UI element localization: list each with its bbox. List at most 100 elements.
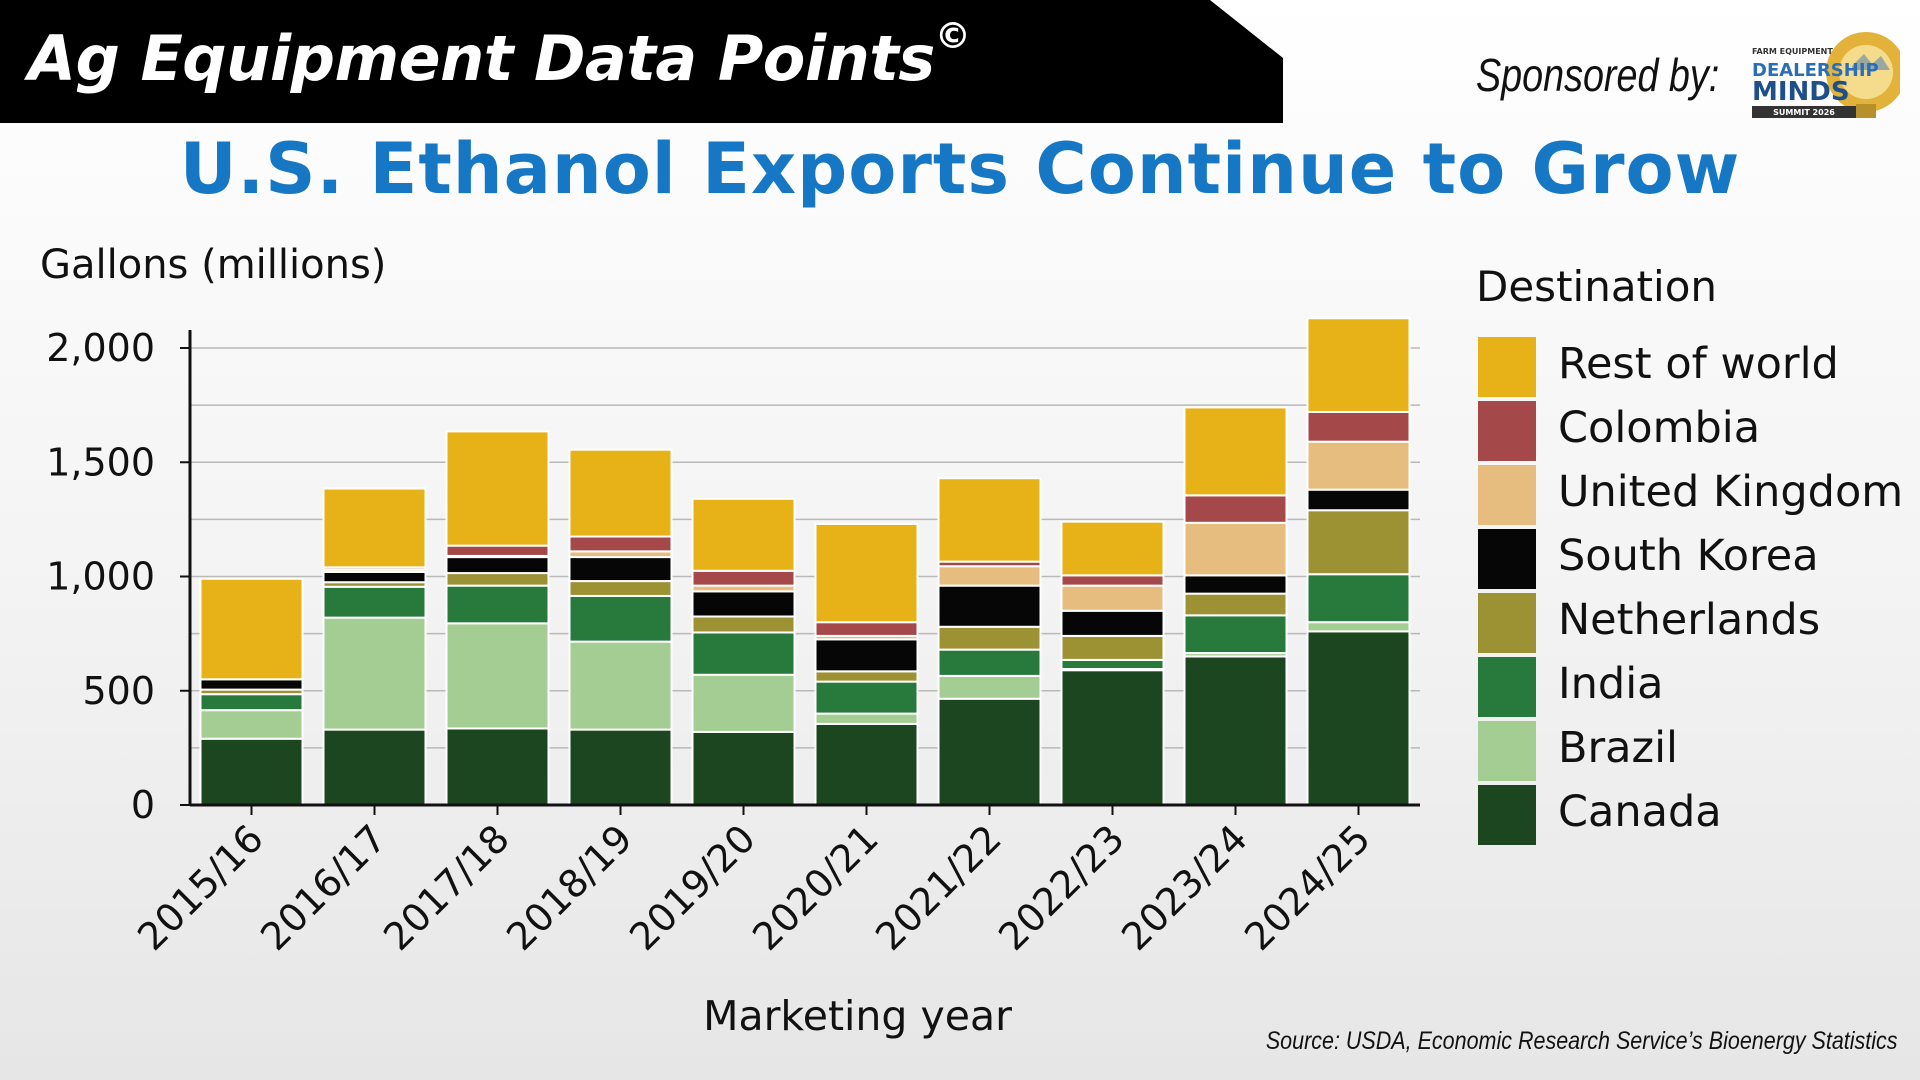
- bar-segment-rest-of-world: [1306, 317, 1411, 413]
- bar-segment-brazil: [199, 709, 304, 740]
- bar-segment-south-korea: [1306, 488, 1411, 512]
- bar-segment-south-korea: [937, 584, 1042, 628]
- bar-segment-south-korea: [322, 570, 427, 584]
- y-tick-label: 1,500: [46, 440, 155, 484]
- x-tick-label: 2023/24: [1113, 816, 1256, 959]
- bar-segment-canada: [445, 727, 550, 807]
- legend-item: United Kingdom: [1478, 465, 1903, 529]
- legend-label: Rest of world: [1558, 339, 1839, 389]
- bar-segment-brazil: [1306, 621, 1411, 633]
- x-axis-title: Marketing year: [703, 992, 1012, 1040]
- x-tick-label: 2018/19: [498, 816, 641, 959]
- bar-segment-rest-of-world: [199, 577, 304, 681]
- bar-segment-south-korea: [814, 638, 919, 673]
- source-note: Source: USDA, Economic Research Service’…: [1266, 1027, 1898, 1055]
- bar-segment-netherlands: [937, 625, 1042, 651]
- bar-segment-united-kingdom: [1060, 584, 1165, 612]
- bar-segment-india: [568, 594, 673, 643]
- bar-segment-netherlands: [1183, 592, 1288, 617]
- legend-label: Netherlands: [1558, 595, 1821, 645]
- bar-segment-united-kingdom: [937, 565, 1042, 587]
- bar-segment-india: [1306, 573, 1411, 624]
- bar-segment-netherlands: [814, 670, 919, 683]
- legend-item: Brazil: [1478, 721, 1898, 785]
- bar-segment-india: [1183, 614, 1288, 655]
- bar-segment-colombia: [445, 544, 550, 557]
- x-tick-label: 2024/25: [1236, 816, 1379, 959]
- x-tick-label: 2021/22: [867, 816, 1010, 959]
- bar-segment-south-korea: [1183, 574, 1288, 595]
- legend-label: Brazil: [1558, 723, 1678, 773]
- legend-item: Colombia: [1478, 401, 1898, 465]
- x-tick-label: 2017/18: [375, 816, 518, 959]
- x-tick-label: 2020/21: [744, 816, 887, 959]
- bar-segment-rest-of-world: [568, 448, 673, 538]
- bar-segment-colombia: [1183, 494, 1288, 524]
- logo-line2: DEALERSHIP: [1752, 60, 1879, 81]
- bar-segment-brazil: [937, 674, 1042, 700]
- bar-segment-south-korea: [568, 556, 673, 583]
- y-tick-label: 0: [131, 783, 155, 827]
- bar-segment-colombia: [691, 569, 796, 587]
- y-tick-label: 1,000: [46, 555, 155, 599]
- bar-segment-rest-of-world: [1183, 406, 1288, 497]
- legend-item: Netherlands: [1478, 593, 1898, 657]
- bar-segment-canada: [814, 722, 919, 807]
- bar-segment-south-korea: [199, 678, 304, 691]
- bar-segment-brazil: [322, 616, 427, 731]
- bar-segment-brazil: [691, 673, 796, 733]
- bar-segment-india: [814, 680, 919, 715]
- banner-title: Ag Equipment Data Points©: [28, 16, 971, 95]
- bar-segment-canada: [1183, 655, 1288, 806]
- legend-swatch: [1478, 401, 1536, 461]
- x-tick-label: 2019/20: [621, 816, 764, 959]
- bar-segment-canada: [568, 728, 673, 806]
- legend-title: Destination: [1476, 262, 1718, 311]
- legend-swatch: [1478, 337, 1536, 397]
- bar-segment-netherlands: [1060, 634, 1165, 661]
- bar-segment-canada: [1306, 630, 1411, 807]
- bar-segment-brazil: [568, 640, 673, 731]
- bar-segment-india: [691, 631, 796, 676]
- logo-line4: SUMMIT 2026: [1773, 108, 1835, 117]
- bar-segment-netherlands: [568, 580, 673, 597]
- bar-segment-rest-of-world: [322, 487, 427, 569]
- legend-label: Colombia: [1558, 403, 1761, 453]
- legend-item: India: [1478, 657, 1898, 721]
- bar-segment-canada: [199, 737, 304, 806]
- bar-segment-colombia: [814, 621, 919, 637]
- dealership-minds-logo: FARM EQUIPMENT DEALERSHIP MINDS SUMMIT 2…: [1752, 32, 1900, 118]
- bar-segment-brazil: [445, 622, 550, 730]
- bar-segment-rest-of-world: [445, 430, 550, 547]
- bar-segment-india: [937, 648, 1042, 677]
- legend-swatch: [1478, 465, 1536, 525]
- bar-segment-canada: [322, 728, 427, 806]
- bar-segment-canada: [1060, 669, 1165, 806]
- bar-segment-canada: [937, 697, 1042, 806]
- bar-segment-india: [322, 585, 427, 619]
- bar-segment-brazil: [814, 712, 919, 725]
- x-tick-label: 2022/23: [990, 816, 1133, 959]
- y-axis-title: Gallons (millions): [40, 242, 387, 288]
- header-banner: [0, 0, 1283, 123]
- legend-swatch: [1478, 721, 1536, 781]
- logo-line1: FARM EQUIPMENT: [1752, 47, 1833, 56]
- legend-swatch: [1478, 529, 1536, 589]
- bar-segment-canada: [691, 730, 796, 807]
- bar-segment-rest-of-world: [1060, 520, 1165, 577]
- legend-item: Rest of world: [1478, 337, 1898, 401]
- y-tick-label: 500: [82, 669, 155, 713]
- bar-segment-south-korea: [445, 556, 550, 575]
- bar-segment-south-korea: [691, 590, 796, 618]
- bars: [199, 317, 1411, 807]
- legend-swatch: [1478, 593, 1536, 653]
- bar-segment-united-kingdom: [1183, 521, 1288, 577]
- bar-segment-colombia: [1060, 574, 1165, 587]
- chart-title: U.S. Ethanol Exports Continue to Grow: [179, 128, 1741, 210]
- legend-label: Canada: [1558, 787, 1722, 837]
- bar-segment-south-korea: [1060, 609, 1165, 637]
- legend-item: South Korea: [1478, 529, 1898, 593]
- bar-segment-rest-of-world: [937, 477, 1042, 563]
- bar-segment-rest-of-world: [814, 522, 919, 624]
